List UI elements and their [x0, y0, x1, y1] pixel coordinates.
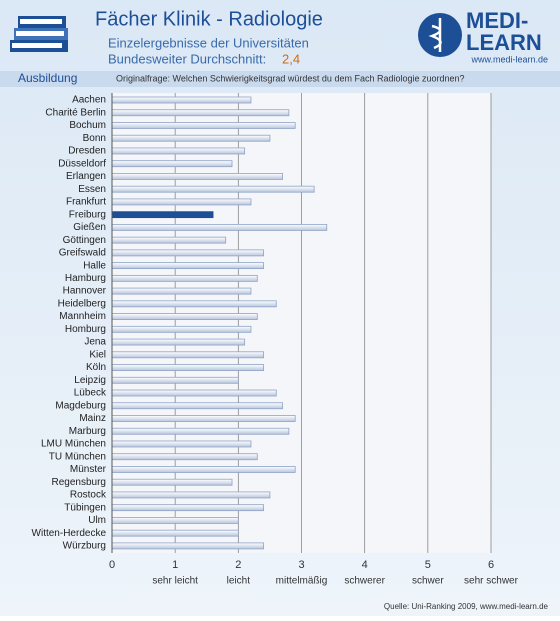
- y-tick-label: Freiburg: [69, 209, 106, 220]
- scale-label: sehr leicht: [152, 576, 198, 587]
- y-tick-label: Düsseldorf: [58, 158, 106, 169]
- source: Quelle: Uni-Ranking 2009, www.medi-learn…: [384, 602, 549, 611]
- bar: [111, 109, 290, 117]
- y-tick-label: Mainz: [79, 413, 106, 424]
- title: Fächer Klinik - Radiologie: [95, 8, 323, 30]
- bar: [111, 147, 246, 155]
- scale-label: schwerer: [344, 576, 385, 587]
- bar: [111, 427, 290, 435]
- books-icon: [10, 16, 68, 52]
- bar: [111, 96, 252, 104]
- y-tick-label: Heidelberg: [58, 298, 106, 309]
- bar: [111, 325, 252, 333]
- bar: [111, 504, 265, 512]
- bar: [111, 338, 246, 346]
- y-tick-label: Bochum: [69, 120, 106, 131]
- bar: [111, 262, 265, 270]
- y-tick-label: Marburg: [69, 426, 106, 437]
- bar: [111, 529, 239, 537]
- section: Ausbildung: [18, 71, 77, 85]
- logo-bottom: LEARN: [466, 30, 542, 55]
- bar: [111, 402, 283, 410]
- bar: [111, 376, 239, 384]
- bar: [111, 160, 233, 168]
- bar: [111, 491, 271, 499]
- y-tick-label: Ulm: [88, 515, 106, 526]
- y-tick-label: Magdeburg: [55, 400, 106, 411]
- scale-label: leicht: [227, 576, 251, 587]
- y-tick-label: Frankfurt: [66, 197, 106, 208]
- bar: [111, 351, 265, 359]
- bar: [111, 453, 258, 461]
- bar: [111, 415, 296, 422]
- x-tick-label: 1: [172, 559, 178, 571]
- bar: [111, 134, 271, 142]
- y-tick-label: Gießen: [73, 222, 106, 233]
- y-tick-label: Rostock: [70, 490, 107, 501]
- y-tick-label: Essen: [78, 184, 106, 195]
- y-tick-label: TU München: [49, 451, 106, 462]
- y-tick-label: Charité Berlin: [45, 107, 106, 118]
- y-tick-label: Jena: [84, 337, 106, 348]
- bar: [111, 313, 258, 320]
- scale-label: schwer: [412, 576, 444, 587]
- y-tick-label: Greifswald: [59, 248, 106, 259]
- y-tick-label: Würzburg: [63, 541, 106, 552]
- scale-label: sehr schwer: [464, 576, 519, 587]
- y-tick-label: Münster: [70, 464, 107, 475]
- x-tick-label: 5: [425, 559, 431, 571]
- bar: [111, 249, 265, 257]
- y-tick-label: Bonn: [83, 133, 106, 144]
- bar: [111, 274, 258, 282]
- section-strip: [0, 71, 560, 87]
- bar: [111, 287, 252, 295]
- logo-top: MEDI-: [466, 8, 528, 33]
- bar: [111, 173, 283, 180]
- bar: [111, 478, 233, 486]
- bar: [111, 185, 315, 193]
- x-tick-label: 3: [298, 559, 304, 571]
- bar: [111, 364, 265, 371]
- y-tick-label: Hannover: [63, 286, 107, 297]
- bar: [111, 122, 296, 129]
- scale-label: mittelmäßig: [276, 576, 328, 587]
- bar: [111, 440, 252, 448]
- subtitle: Einzelergebnisse der Universitäten: [108, 35, 309, 50]
- average-value: 2,4: [282, 51, 300, 66]
- y-tick-label: Homburg: [65, 324, 106, 335]
- x-tick-label: 0: [109, 559, 115, 571]
- bar: [111, 300, 277, 308]
- y-tick-label: Kiel: [89, 349, 106, 360]
- y-tick-label: Regensburg: [52, 477, 106, 488]
- bar: [111, 542, 265, 550]
- x-tick-label: 6: [488, 559, 494, 571]
- y-tick-label: Witten-Herdecke: [32, 528, 107, 539]
- bar: [111, 389, 277, 397]
- y-tick-label: Göttingen: [63, 235, 106, 246]
- x-tick-label: 2: [235, 559, 241, 571]
- y-tick-label: Erlangen: [66, 171, 106, 182]
- y-tick-label: Mannheim: [59, 311, 106, 322]
- y-tick-label: Aachen: [72, 95, 106, 106]
- y-tick-label: LMU München: [41, 439, 106, 450]
- bar: [111, 211, 214, 219]
- y-tick-label: Köln: [86, 362, 106, 373]
- bar: [111, 236, 227, 244]
- logo-symbol: [428, 18, 442, 52]
- average-label: Bundesweiter Durchschnitt:: [108, 51, 266, 66]
- y-tick-label: Halle: [83, 260, 106, 271]
- y-tick-label: Lübeck: [74, 388, 107, 399]
- y-tick-label: Leipzig: [74, 375, 106, 386]
- bar: [111, 517, 239, 524]
- y-tick-label: Dresden: [68, 146, 106, 157]
- bar: [111, 223, 328, 231]
- bar: [111, 466, 296, 473]
- bar: [111, 198, 252, 206]
- logo-url: www.medi-learn.de: [470, 54, 548, 64]
- y-tick-label: Hamburg: [65, 273, 106, 284]
- question: Originalfrage: Welchen Schwierigkeitsgra…: [116, 73, 465, 83]
- y-tick-label: Tübingen: [64, 502, 106, 513]
- x-tick-label: 4: [362, 559, 368, 571]
